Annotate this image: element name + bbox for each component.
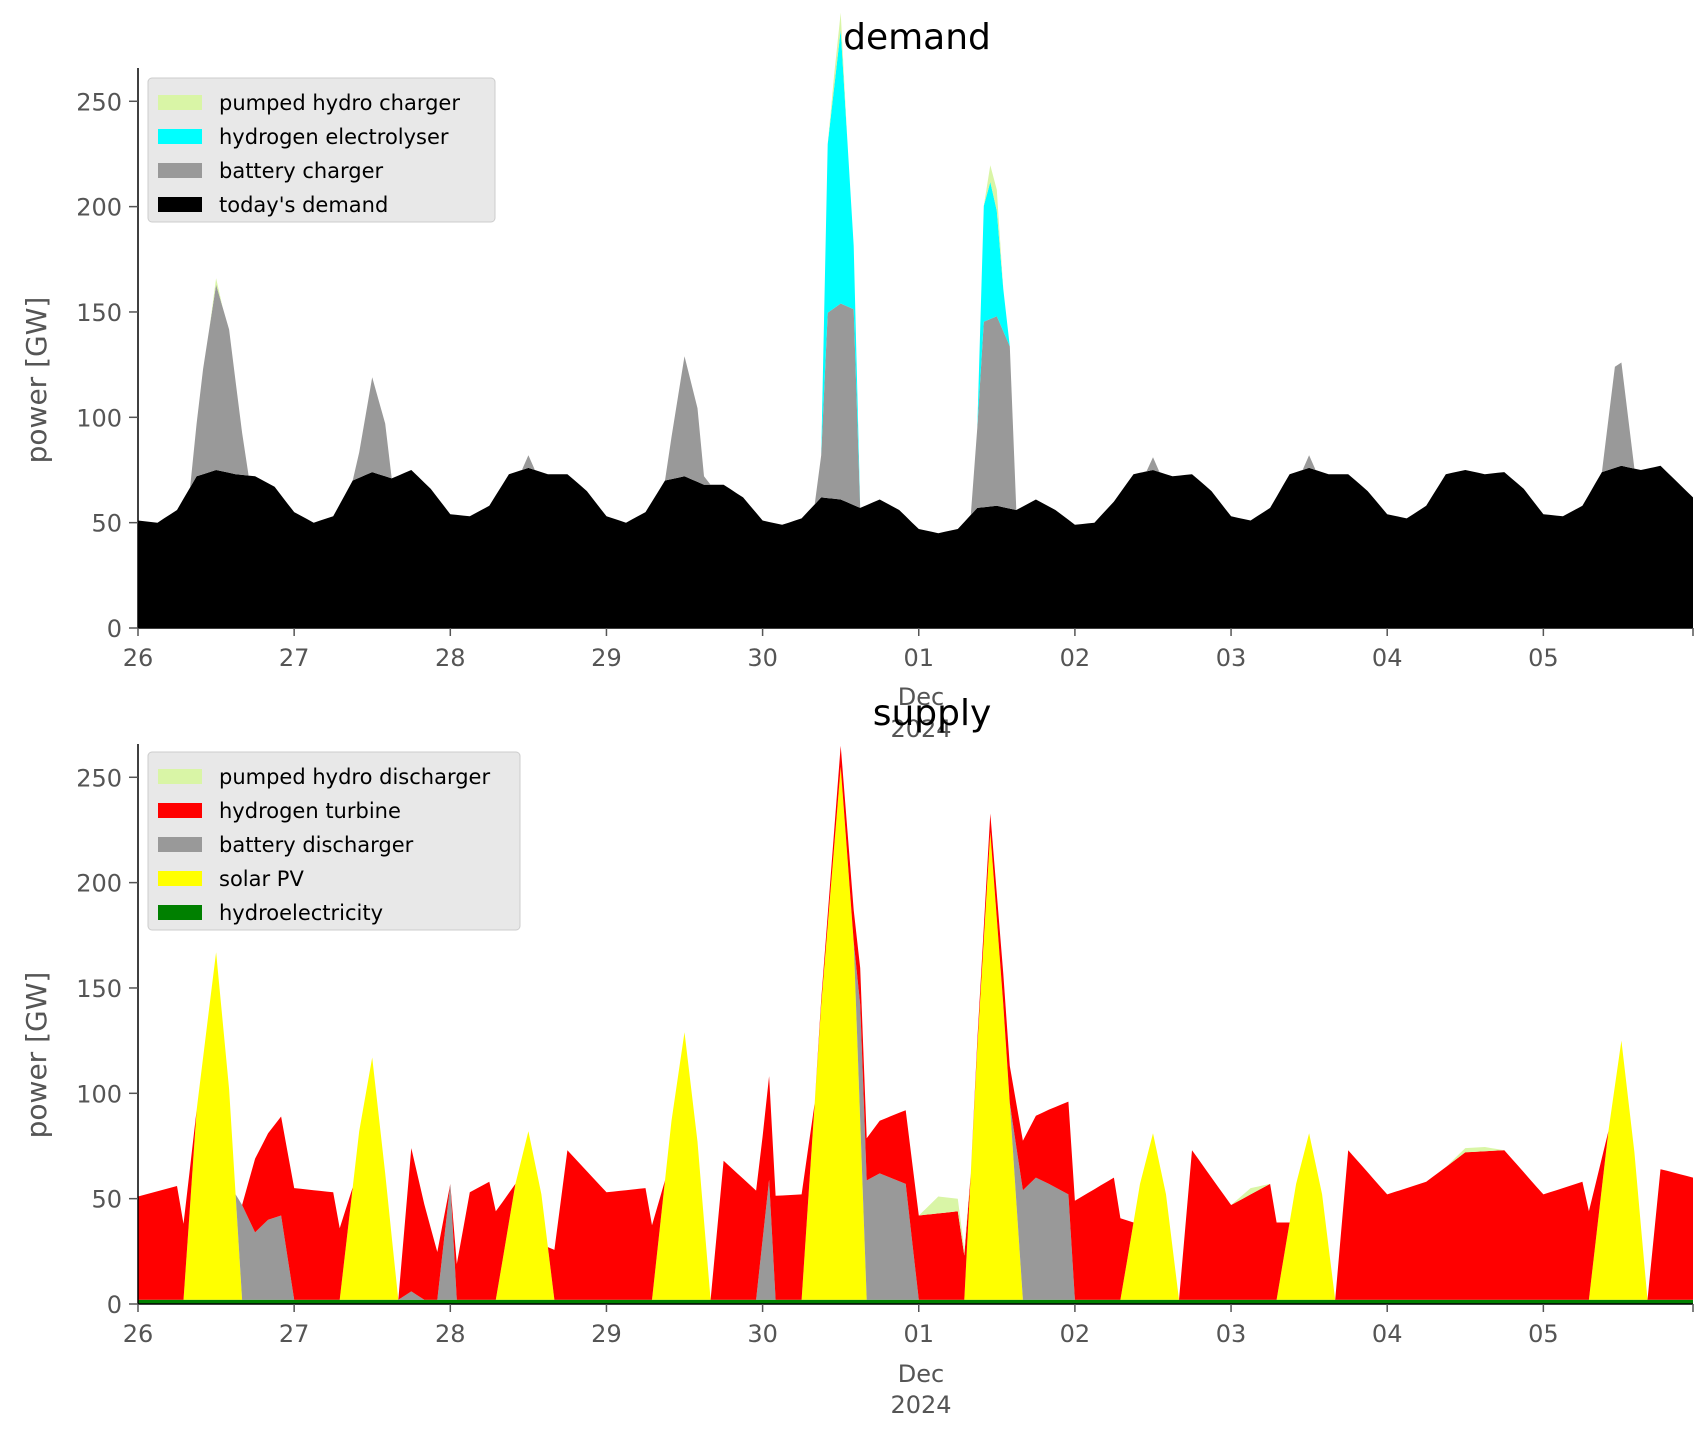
y-tick-label: 200 xyxy=(76,870,122,898)
x-tick-label: 29 xyxy=(591,644,622,672)
y-tick-label: 200 xyxy=(76,194,122,222)
x-tick-label: 26 xyxy=(123,1320,154,1348)
demand-y-axis-label: power [GW] xyxy=(20,297,53,464)
x-tick-label: 29 xyxy=(591,1320,622,1348)
demand-panel: demand power [GW] 26 27 28 29 30 01 02 03 04 05 0… xyxy=(20,12,1694,743)
legend-swatch xyxy=(158,769,202,784)
legend-label: hydrogen turbine xyxy=(219,799,401,823)
x-tick-label: 04 xyxy=(1372,1320,1403,1348)
x-tick-label: 01 xyxy=(903,1320,934,1348)
x-tick-label: 27 xyxy=(279,1320,310,1348)
hydrogen-turbine-area xyxy=(138,745,1693,1300)
supply-panel: power [GW] 26 27 28 29 30 01 02 03 04 05 0 50 100 15… xyxy=(20,693,1694,1419)
legend-swatch xyxy=(158,95,202,110)
legend-swatch xyxy=(158,129,202,144)
demand-y-ticks: 0 50 100 150 200 250 xyxy=(76,88,138,643)
legend-label: hydrogen electrolyser xyxy=(219,125,449,149)
demand-legend: pumped hydro charger hydrogen electrolyse… xyxy=(147,77,496,223)
x-tick-label: 05 xyxy=(1528,1320,1559,1348)
y-tick-label: 100 xyxy=(76,404,122,432)
y-tick-label: 100 xyxy=(76,1080,122,1108)
y-tick-label: 150 xyxy=(76,975,122,1003)
supply-x-sublabel-year: 2024 xyxy=(890,1391,951,1419)
legend-label: hydroelectricity xyxy=(219,901,383,925)
x-tick-label: 30 xyxy=(747,644,778,672)
supply-x-ticks: 26 27 28 29 30 01 02 03 04 05 xyxy=(123,1304,1694,1348)
solar-pv-area xyxy=(138,766,1693,1300)
x-tick-label: 02 xyxy=(1060,1320,1091,1348)
y-tick-label: 0 xyxy=(107,1291,122,1319)
x-tick-label: 04 xyxy=(1372,644,1403,672)
y-tick-label: 50 xyxy=(91,510,122,538)
x-tick-label: 28 xyxy=(435,644,466,672)
legend-label: pumped hydro charger xyxy=(219,91,460,115)
y-tick-label: 0 xyxy=(107,615,122,643)
legend-label: pumped hydro discharger xyxy=(219,765,490,789)
x-tick-label: 26 xyxy=(123,644,154,672)
supply-legend: pumped hydro discharger hydrogen turbine b… xyxy=(147,751,521,931)
legend-box xyxy=(147,77,496,223)
supply-y-ticks: 0 50 100 150 200 250 xyxy=(76,764,138,1319)
legend-swatch xyxy=(158,871,202,886)
y-tick-label: 150 xyxy=(76,299,122,327)
x-tick-label: 02 xyxy=(1060,644,1091,672)
legend-swatch xyxy=(158,803,202,818)
supply-title: supply xyxy=(873,693,992,734)
y-tick-label: 250 xyxy=(76,764,122,792)
x-tick-label: 30 xyxy=(747,1320,778,1348)
legend-label: solar PV xyxy=(219,867,304,891)
legend-swatch xyxy=(158,163,202,178)
legend-swatch xyxy=(158,197,202,212)
legend-swatch xyxy=(158,837,202,852)
demand-x-sublabel-year: 2024 xyxy=(890,715,951,743)
y-tick-label: 50 xyxy=(91,1186,122,1214)
legend-label: battery charger xyxy=(219,159,384,183)
x-tick-label: 05 xyxy=(1528,644,1559,672)
legend-box xyxy=(147,751,521,931)
supply-x-sublabel-month: Dec xyxy=(898,1360,944,1388)
x-tick-label: 27 xyxy=(279,644,310,672)
demand-title: demand xyxy=(843,17,991,58)
x-tick-label: 03 xyxy=(1216,1320,1247,1348)
supply-plot-area xyxy=(137,744,1693,1305)
legend-label: battery discharger xyxy=(219,833,414,857)
demand-x-ticks: 26 27 28 29 30 01 02 03 04 05 xyxy=(123,628,1694,672)
x-tick-label: 01 xyxy=(903,644,934,672)
legend-swatch xyxy=(158,905,202,920)
demand-plot-area xyxy=(137,12,1693,629)
supply-y-axis-label: power [GW] xyxy=(20,972,53,1139)
y-tick-label: 250 xyxy=(76,88,122,116)
x-tick-label: 28 xyxy=(435,1320,466,1348)
demand-x-sublabel-month: Dec xyxy=(898,683,944,711)
legend-label: today's demand xyxy=(219,193,388,217)
x-tick-label: 03 xyxy=(1216,644,1247,672)
hydroelectricity-area xyxy=(138,1299,1693,1304)
today-s-demand-area xyxy=(138,465,1693,628)
